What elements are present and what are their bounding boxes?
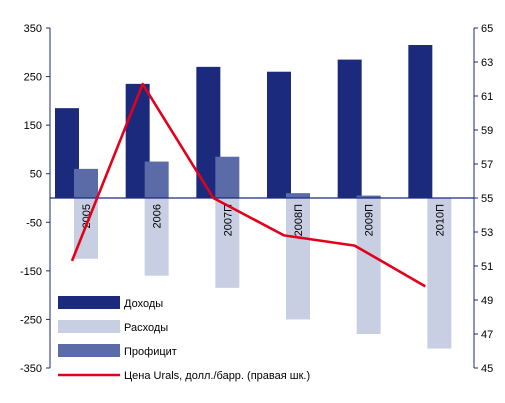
y-left-tick-label: 50 (30, 169, 42, 181)
bar-surplus-2005 (74, 168, 98, 198)
legend-swatch-1 (58, 320, 120, 333)
y-left-tick-label: 150 (24, 120, 42, 132)
bar-expense-2006 (144, 198, 169, 276)
line-urals-price (70, 82, 426, 288)
y-right-tick-label: 63 (481, 57, 493, 69)
category-label-2008П: 2008П (293, 204, 305, 236)
bar-expense-2010П (427, 198, 452, 349)
y-left-tick-label: -250 (20, 314, 42, 326)
legend-label-3: Цена Urals, долл./барр. (правая шк.) (124, 370, 310, 382)
y-left-tick-label: -150 (20, 266, 42, 278)
y-right-tick-label: 51 (481, 261, 493, 273)
y-right-tick-label: 53 (481, 227, 493, 239)
legend-swatch-2 (58, 344, 120, 357)
category-label-2010П: 2010П (434, 204, 446, 236)
y-left-tick-label: 250 (24, 72, 42, 84)
bar-surplus-2008П (286, 193, 310, 198)
y-right-tick-label: 65 (481, 23, 493, 35)
bar-surplus-2006 (144, 161, 169, 198)
y-right-tick-label: 61 (481, 91, 493, 103)
y-right-tick-label: 49 (481, 295, 493, 307)
bar-income-2010П (408, 45, 433, 198)
category-label-2006: 2006 (152, 204, 164, 228)
y-right-tick-label: 47 (481, 329, 493, 341)
y-left-tick-label: -350 (20, 363, 42, 375)
bar-expense-2007П (215, 198, 240, 288)
y-right-tick-label: 55 (481, 193, 493, 205)
y-right-tick-label: 45 (481, 363, 493, 375)
y-right-tick-label: 57 (481, 159, 493, 171)
category-label-2009П: 2009П (364, 204, 376, 236)
bar-surplus-2009П (356, 195, 381, 198)
bar-expense-2008П (286, 198, 310, 320)
legend-label-1: Расходы (124, 322, 168, 334)
legend-label-2: Профицит (124, 346, 177, 358)
bar-income-2009П (337, 59, 362, 199)
category-label-2007П: 2007П (222, 204, 234, 236)
bar-expense-2009П (356, 198, 381, 334)
y-right-tick-label: 59 (481, 125, 493, 137)
y-left-tick-label: 350 (24, 23, 42, 35)
category-label-2005: 2005 (81, 204, 93, 228)
bar-income-2008П (267, 71, 291, 198)
bar-surplus-2007П (215, 156, 240, 198)
y-left-tick-label: -50 (26, 217, 42, 229)
legend-label-0: Доходы (124, 298, 163, 310)
legend-swatch-0 (58, 296, 120, 309)
